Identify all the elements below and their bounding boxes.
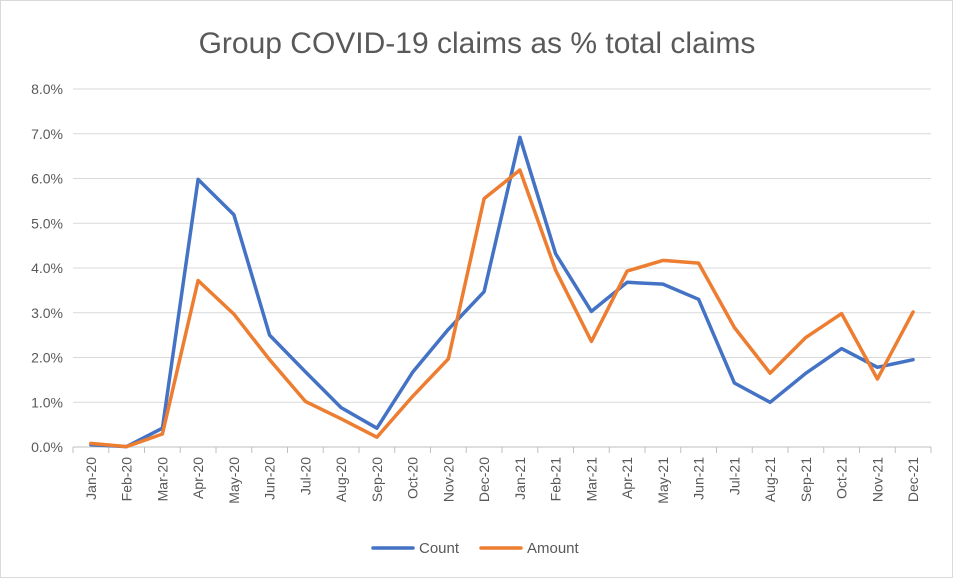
chart-title: Group COVID-19 claims as % total claims — [199, 27, 756, 60]
x-tick-label: May-20 — [226, 457, 242, 504]
x-tick-label: Jun-20 — [262, 457, 278, 500]
x-tick-label: Aug-21 — [762, 457, 778, 502]
x-tick-label: Apr-20 — [190, 457, 206, 499]
x-tick-label: Sep-21 — [798, 457, 814, 502]
y-tick-label: 2.0% — [31, 350, 63, 366]
x-tick-label: Jun-21 — [691, 457, 707, 500]
legend-label-count: Count — [419, 540, 460, 557]
y-tick-label: 4.0% — [31, 260, 63, 276]
x-tick-label: Sep-20 — [369, 457, 385, 502]
y-tick-label: 0.0% — [31, 439, 63, 455]
x-tick-label: Jul-21 — [726, 457, 742, 495]
series-line-count — [89, 135, 915, 449]
series-lines — [89, 135, 915, 449]
x-tick-label: Nov-20 — [440, 457, 456, 502]
x-tick-label: Dec-21 — [905, 457, 921, 502]
x-tick-label: Jan-21 — [512, 457, 528, 500]
y-axis-ticks: 0.0% 1.0% 2.0% 3.0% 4.0% 5.0% 6.0% 7.0% 8.0% — [31, 81, 63, 455]
series-line-amount — [89, 168, 915, 449]
x-tick-label: Mar-20 — [154, 457, 170, 502]
grid-lines — [73, 88, 931, 403]
y-tick-label: 8.0% — [31, 81, 63, 97]
y-tick-label: 6.0% — [31, 171, 63, 187]
x-tick-label: Dec-20 — [476, 457, 492, 502]
y-tick-label: 1.0% — [31, 394, 63, 410]
x-tick-label: Feb-20 — [119, 457, 135, 502]
x-tick-label: Nov-21 — [869, 457, 885, 502]
x-tick-label: Aug-20 — [333, 457, 349, 502]
legend: Count Amount — [371, 540, 580, 557]
x-tick-label: Feb-21 — [548, 457, 564, 502]
legend-label-amount: Amount — [527, 540, 580, 557]
x-axis-ticks: Jan-20 Feb-20 Mar-20 Apr-20 May-20 Jun-20 Jul-… — [83, 457, 921, 504]
y-tick-label: 7.0% — [31, 126, 63, 142]
y-tick-label: 5.0% — [31, 215, 63, 231]
x-tick-label: Oct-20 — [405, 457, 421, 499]
x-tick-label: Mar-21 — [583, 457, 599, 502]
y-tick-label: 3.0% — [31, 305, 63, 321]
x-tick-label: Jul-20 — [297, 457, 313, 495]
x-tick-label: May-21 — [655, 457, 671, 504]
x-tick-label: Oct-21 — [834, 457, 850, 499]
x-tick-label: Apr-21 — [619, 457, 635, 499]
x-tick-label: Jan-20 — [83, 457, 99, 500]
x-axis — [72, 446, 932, 453]
